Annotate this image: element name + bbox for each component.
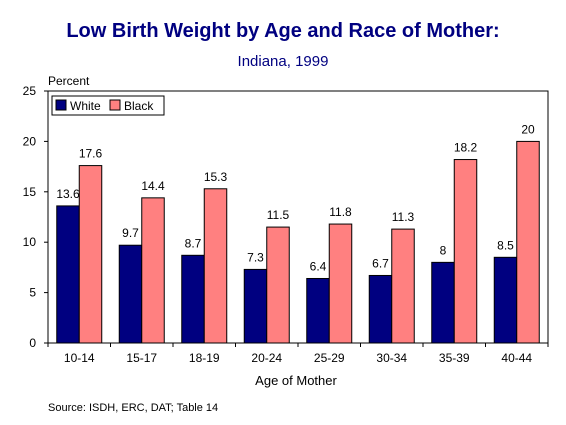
bar-white-25-29 — [306, 277, 330, 344]
y-tick-label: 15 — [23, 185, 37, 199]
bar-white-20-24 — [243, 268, 268, 344]
data-label-white-10-14: 13.6 — [56, 187, 80, 201]
legend-swatch-white — [55, 99, 67, 111]
bar-white-30-34 — [368, 274, 393, 344]
bar-black-18-19 — [203, 188, 228, 344]
data-label-white-25-29: 6.4 — [310, 259, 327, 273]
x-tick-label: 18-19 — [189, 351, 220, 365]
data-label-white-20-24: 7.3 — [247, 250, 264, 264]
y-tick-label: 25 — [23, 84, 37, 98]
x-tick-label: 30-34 — [376, 351, 407, 365]
legend-swatch-black — [109, 99, 121, 111]
data-label-black-25-29: 11.8 — [329, 205, 352, 219]
bar-black-35-39 — [453, 159, 478, 344]
data-label-black-18-19: 15.3 — [204, 170, 228, 184]
bar-white-40-44 — [493, 256, 518, 344]
data-label-white-15-17: 9.7 — [122, 226, 139, 240]
x-axis: 10-14 15-17 18-19 20-24 25-29 30-34 35-39 40-44 — [47, 343, 549, 365]
y-axis-label: Percent — [48, 74, 90, 88]
y-tick-label: 5 — [29, 286, 36, 300]
bar-black-10-14 — [78, 165, 103, 344]
source-note: Source: ISDH, ERC, DAT; Table 14 — [48, 402, 218, 414]
data-labels-group: 13.6 17.6 9.7 14.4 8.7 15.3 7.3 11.5 6.4 11.8 6.7 1… — [56, 122, 535, 273]
bar-black-20-24 — [266, 226, 290, 344]
y-axis: 0 5 10 15 20 25 — [23, 84, 48, 350]
bar-white-15-17 — [118, 244, 143, 344]
legend: White Black — [51, 95, 165, 116]
data-label-black-20-24: 11.5 — [267, 208, 290, 222]
chart-subtitle: Indiana, 1999 — [238, 53, 329, 70]
legend-box — [51, 95, 165, 116]
data-label-black-35-39: 18.2 — [454, 141, 478, 155]
legend-label-white: White — [70, 99, 101, 113]
legend-label-black: Black — [124, 99, 154, 113]
bar-black-30-34 — [391, 228, 415, 344]
bar-black-25-29 — [328, 223, 353, 344]
bar-white-18-19 — [181, 254, 205, 344]
data-label-black-40-44: 20 — [521, 122, 535, 136]
y-tick-label: 20 — [23, 134, 37, 148]
bar-black-40-44 — [516, 140, 540, 344]
y-tick-label: 10 — [23, 235, 37, 249]
data-label-white-40-44: 8.5 — [497, 238, 514, 252]
x-tick-label: 40-44 — [501, 351, 532, 365]
data-label-white-18-19: 8.7 — [185, 236, 202, 250]
bar-white-10-14 — [56, 205, 80, 344]
bars-group — [56, 140, 540, 344]
data-label-black-10-14: 17.6 — [79, 147, 103, 161]
x-tick-label: 15-17 — [126, 351, 157, 365]
bar-white-35-39 — [431, 261, 455, 344]
x-tick-label: 20-24 — [251, 351, 282, 365]
bar-black-15-17 — [141, 197, 165, 344]
x-axis-label: Age of Mother — [255, 373, 337, 388]
x-tick-label: 10-14 — [64, 351, 95, 365]
x-tick-label: 35-39 — [439, 351, 470, 365]
data-label-black-15-17: 14.4 — [141, 179, 165, 193]
data-label-white-30-34: 6.7 — [372, 256, 389, 270]
data-label-white-35-39: 8 — [440, 243, 447, 257]
data-label-black-30-34: 11.3 — [392, 210, 415, 224]
x-tick-label: 25-29 — [314, 351, 345, 365]
chart-title: Low Birth Weight by Age and Race of Moth… — [66, 20, 499, 42]
y-tick-label: 0 — [29, 336, 36, 350]
